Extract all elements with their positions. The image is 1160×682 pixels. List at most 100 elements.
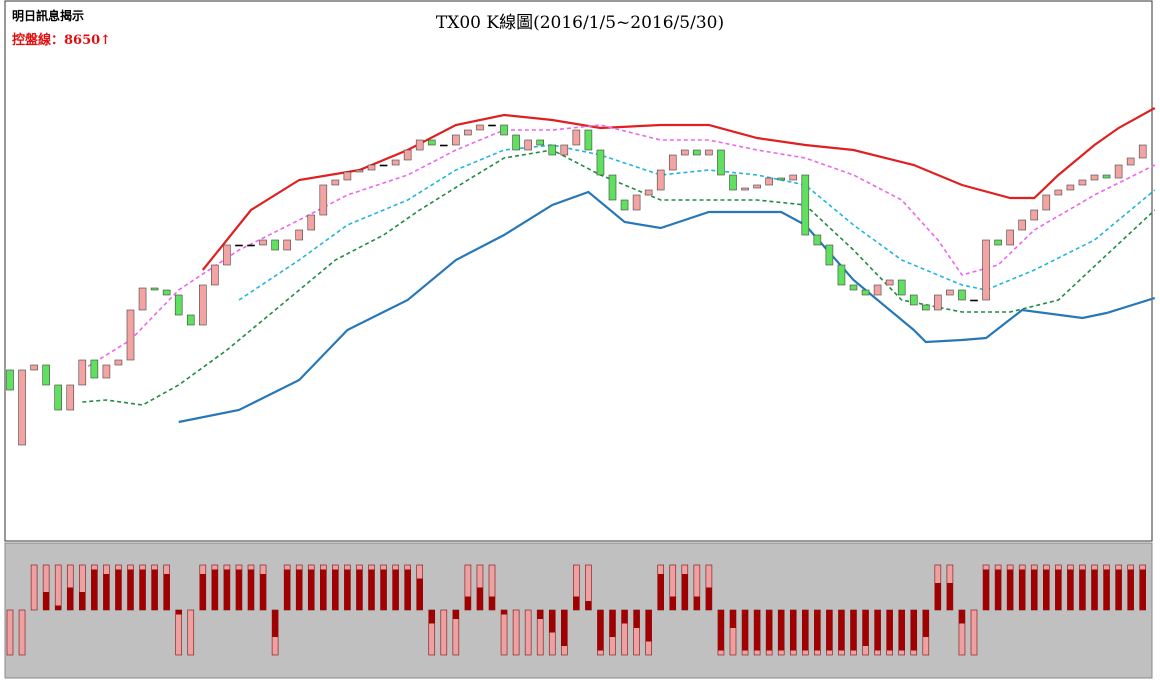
signal-fill <box>585 601 592 610</box>
candle-body <box>970 299 978 302</box>
signal-fill <box>549 610 556 633</box>
candle-body <box>632 194 641 211</box>
info-label: 明日訊息揭示 <box>12 8 84 23</box>
signal-fill <box>958 610 965 624</box>
main-panel <box>4 0 1153 542</box>
candle-body <box>283 239 291 251</box>
candle-body <box>355 169 364 173</box>
candle-body <box>729 174 737 191</box>
signal-frame <box>54 564 62 611</box>
signal-frame <box>175 609 182 656</box>
candle-body <box>644 189 653 196</box>
signal-fill <box>983 569 990 610</box>
candle-body <box>259 239 267 246</box>
candle-body <box>861 289 870 296</box>
signal-fill <box>717 610 724 651</box>
signal-fill <box>669 596 676 610</box>
signal-fill <box>705 587 712 610</box>
signal-fill <box>790 610 797 651</box>
signal-fill <box>235 569 242 610</box>
candle-body <box>415 139 424 151</box>
candle-body <box>608 174 617 201</box>
signal-fill <box>838 610 845 651</box>
candle-body <box>54 384 63 411</box>
candle-body <box>138 287 147 311</box>
candle-body <box>439 144 448 147</box>
candle-body <box>66 384 75 411</box>
signal-fill <box>621 610 628 624</box>
signal-fill <box>1067 569 1074 610</box>
signal-fill <box>561 610 568 646</box>
control-line-label: 控盤線：8650↑ <box>12 32 111 48</box>
candle-body <box>247 244 255 247</box>
signal-frame <box>18 609 26 656</box>
candle-body <box>464 129 472 136</box>
signal-fill <box>103 574 110 610</box>
signal-fill <box>91 569 98 610</box>
candle-body <box>391 159 400 166</box>
signal-fill <box>55 605 62 610</box>
candle-body <box>921 304 930 311</box>
signal-fill <box>934 583 941 610</box>
candle-body <box>343 171 352 181</box>
signal-fill <box>211 569 218 610</box>
indicator-line <box>238 144 1156 301</box>
candle-body <box>1102 174 1111 179</box>
signal-fill <box>416 578 423 610</box>
signal-fill <box>392 569 399 610</box>
signal-fill <box>67 587 74 610</box>
candle-body <box>78 359 87 386</box>
indicator-line <box>178 190 1156 424</box>
indicator-line <box>81 124 1156 371</box>
candle-body <box>849 284 858 291</box>
candle-body <box>994 239 1002 246</box>
signal-frame <box>512 609 520 656</box>
signal-fill <box>573 596 580 610</box>
candle-body <box>1090 174 1099 181</box>
signal-fill <box>1055 569 1062 610</box>
signal-fill <box>1139 569 1146 610</box>
candle-body <box>958 289 966 301</box>
candle-body <box>813 234 822 246</box>
signal-fill <box>43 592 50 610</box>
candle-body <box>885 279 894 286</box>
candle-body <box>536 139 545 146</box>
signal-frame <box>500 609 508 656</box>
candle-body <box>717 149 725 176</box>
candle-body <box>801 174 810 236</box>
candle-body <box>114 359 123 366</box>
signal-fill <box>633 610 640 628</box>
candle-body <box>837 264 846 286</box>
candle-body <box>162 289 171 296</box>
indicator-line <box>201 107 1156 271</box>
candle-body <box>211 264 219 286</box>
signal-fill <box>199 574 206 610</box>
chart-title: TX00 K線圖(2016/1/5~2016/5/30) <box>436 13 724 33</box>
signal-fill <box>657 574 664 610</box>
candle-body <box>30 364 38 371</box>
candle-body <box>765 177 773 186</box>
signal-fill <box>260 574 267 610</box>
signal-fill <box>368 569 375 610</box>
signal-fill <box>501 610 508 615</box>
candle-body <box>150 287 159 291</box>
candle-body <box>476 124 484 131</box>
signal-fill <box>1103 569 1110 610</box>
signal-fill <box>476 587 483 610</box>
signal-fill <box>910 610 917 651</box>
signal-fill <box>115 569 122 610</box>
signal-fill <box>730 610 736 628</box>
candle-body <box>102 364 111 379</box>
candle-body <box>1042 194 1051 211</box>
signal-fill <box>645 610 652 642</box>
candle-body <box>199 284 207 326</box>
candle-body <box>897 279 906 296</box>
candle-body <box>680 149 689 156</box>
signal-fill <box>1019 569 1026 610</box>
signal-fill <box>1127 569 1134 610</box>
candle-body <box>620 199 629 211</box>
signal-fill <box>223 569 230 610</box>
signal-fill <box>284 569 291 610</box>
candle-body <box>295 229 304 241</box>
